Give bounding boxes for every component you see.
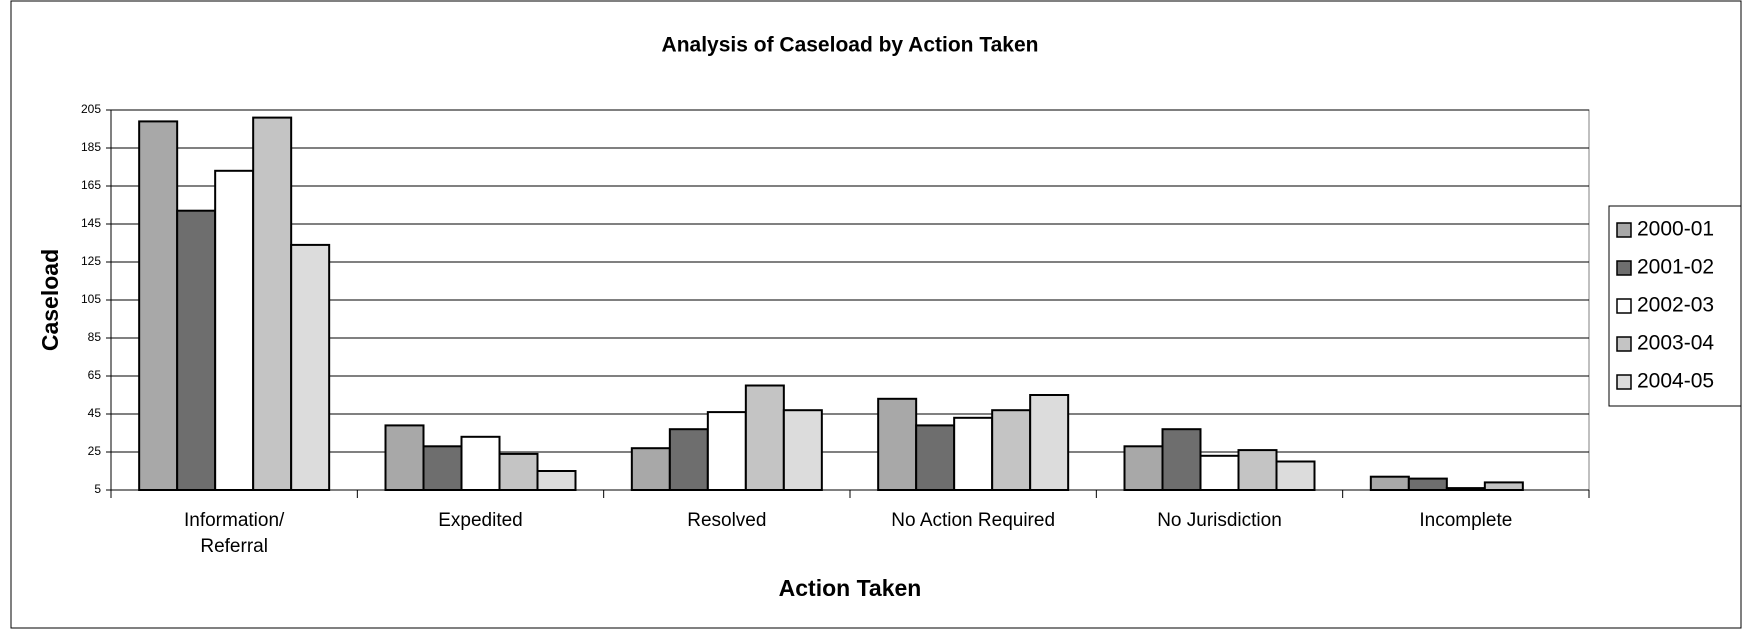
bar (138, 120, 179, 492)
y-tick-label: 205 (81, 102, 101, 116)
legend-swatch (1616, 336, 1632, 352)
x-tick-label: No Action Required (891, 510, 1056, 531)
y-tick-label: 125 (81, 254, 101, 268)
y-axis-title: Caseload (37, 249, 63, 351)
bar (915, 424, 956, 491)
bar (668, 428, 709, 492)
bar (1445, 487, 1486, 492)
bar (953, 416, 994, 491)
bar (991, 409, 1032, 492)
legend-label: 2004-05 (1637, 370, 1714, 393)
bar (498, 452, 539, 491)
bar (384, 424, 425, 491)
bar (782, 409, 823, 492)
y-tick-label: 105 (81, 292, 101, 306)
bar (460, 435, 501, 491)
y-tick-label: 5 (94, 482, 101, 496)
legend-swatch (1616, 260, 1632, 276)
legend-label: 2001-02 (1637, 256, 1714, 279)
bar (422, 445, 463, 491)
y-tick-label: 85 (88, 330, 102, 344)
bar (1199, 454, 1240, 491)
bar (877, 397, 918, 491)
bar (744, 384, 785, 491)
bar (536, 470, 577, 491)
y-tick-label: 165 (81, 178, 101, 192)
legend-label: 2000-01 (1637, 218, 1714, 241)
bar (1275, 460, 1316, 491)
bar (1161, 428, 1202, 492)
bar (252, 116, 293, 491)
bar (176, 209, 217, 491)
x-tick-label: Information/ Referral (183, 510, 285, 557)
x-axis-title: Action Taken (779, 575, 922, 601)
bar (1123, 445, 1164, 491)
x-tick-label: Resolved (687, 510, 767, 531)
x-tick-label: Expedited (438, 510, 523, 531)
bar (1407, 477, 1448, 492)
y-tick-label: 185 (81, 140, 101, 154)
legend-label: 2003-04 (1637, 332, 1714, 355)
legend-swatch (1616, 222, 1632, 238)
x-tick-label: Incomplete (1419, 510, 1513, 531)
legend-label: 2002-03 (1637, 294, 1714, 317)
y-tick-label: 25 (88, 444, 102, 458)
bar (1237, 449, 1278, 492)
bar (1483, 481, 1524, 491)
bar (214, 169, 255, 492)
x-tick-label: No Jurisdiction (1157, 510, 1282, 531)
legend-swatch (1616, 374, 1632, 390)
y-tick-label: 145 (81, 216, 101, 230)
chart-title: Analysis of Caseload by Action Taken (662, 34, 1039, 57)
y-tick-label: 45 (88, 406, 102, 420)
bar (630, 447, 671, 492)
y-tick-label: 65 (88, 368, 102, 382)
bar (706, 411, 747, 492)
bar (1369, 475, 1410, 492)
bar (290, 243, 331, 491)
bar (1029, 394, 1070, 491)
legend-swatch (1616, 298, 1632, 314)
